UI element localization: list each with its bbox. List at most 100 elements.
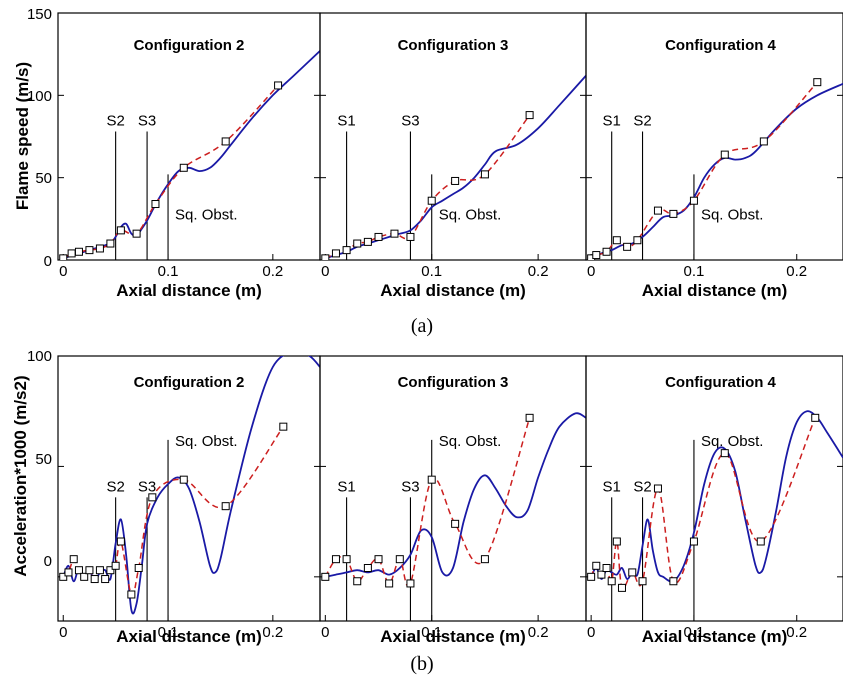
experiment-point: [628, 568, 637, 577]
x-tick-label: 0.1: [158, 624, 179, 641]
marker-label: Sq. Obst.: [439, 206, 502, 223]
experiment-point: [59, 572, 68, 581]
experiment-point: [427, 196, 436, 205]
marker-label: S2: [633, 113, 651, 130]
experiment-point: [279, 422, 288, 431]
experiment-point: [638, 577, 647, 586]
experiment-point: [480, 170, 489, 179]
experiment-point: [148, 493, 157, 502]
experiment-point: [127, 590, 136, 599]
panel-title: Configuration 2: [134, 374, 245, 391]
experiment-point: [390, 229, 399, 238]
experiment-point: [353, 239, 362, 248]
marker-label: S1: [603, 478, 621, 495]
curves: [59, 356, 320, 615]
experiment-point: [623, 242, 632, 251]
simulation-line: [590, 410, 843, 583]
experiment-point: [395, 555, 404, 564]
experiment-point: [451, 519, 460, 528]
experiment-point: [74, 247, 83, 256]
experiment-point: [331, 555, 340, 564]
y-tick-a-1: 50: [35, 170, 52, 187]
simulation-line: [325, 412, 586, 578]
x-tick-label: 0.2: [786, 263, 807, 280]
y-axis-label-a: Flame speed (m/s): [13, 62, 32, 210]
panel-frame: [585, 355, 843, 622]
x-tick-label: 0: [321, 624, 329, 641]
y-tick-b-2: 100: [27, 348, 52, 365]
x-tick-label: 0.2: [528, 624, 549, 641]
marker-label: Sq. Obst.: [175, 433, 238, 450]
experiment-point: [106, 566, 115, 575]
experiment-point: [179, 475, 188, 484]
experiment-point: [597, 570, 606, 579]
panel-title: Configuration 4: [665, 37, 776, 54]
x-tick-label: 0: [587, 624, 595, 641]
simulation-line: [325, 74, 586, 260]
experiment-point: [106, 239, 115, 248]
x-tick-label: 0: [587, 263, 595, 280]
x-tick-label: 0: [59, 263, 67, 280]
curves: [59, 50, 320, 260]
experiment-point: [451, 176, 460, 185]
experiment-point: [67, 249, 76, 258]
curves: [321, 412, 586, 588]
experiment-point: [406, 232, 415, 241]
experiment-point: [427, 475, 436, 484]
experiment-point: [689, 196, 698, 205]
y-tick-b-1: 50: [35, 451, 52, 468]
marker-label: S1: [337, 478, 355, 495]
experiment-point: [132, 229, 141, 238]
experiment-point: [74, 566, 83, 575]
experiment-point: [134, 564, 143, 572]
x-tick-label: 0.2: [262, 263, 283, 280]
experiment-point: [116, 226, 125, 235]
experiment-point: [653, 484, 662, 493]
experiment-point: [612, 537, 621, 546]
experiment-point: [689, 537, 698, 546]
experiment-point: [221, 137, 230, 146]
y-tick-a-2: 100: [27, 88, 52, 105]
experiment-point: [363, 237, 372, 246]
experiment-point: [720, 449, 729, 458]
curves: [587, 78, 843, 260]
simulation-line: [62, 50, 320, 260]
experiment-point: [374, 555, 383, 564]
x-tick-label: 0: [59, 624, 67, 641]
experiment-point: [385, 579, 394, 588]
experiment-point: [95, 244, 104, 253]
experiment-point: [342, 555, 351, 564]
x-tick-label: 0.2: [786, 624, 807, 641]
experiment-point: [633, 236, 642, 245]
marker-label: S1: [337, 113, 355, 130]
experiment-point: [592, 251, 601, 260]
experiment-point: [669, 577, 678, 586]
marker-label: S1: [603, 113, 621, 130]
experiment-point: [756, 537, 765, 546]
experiment-point: [602, 564, 611, 572]
x-axis-label: Axial distance (m): [642, 281, 788, 300]
experiment-point: [321, 572, 330, 581]
marker-label: S2: [633, 478, 651, 495]
y-tick-b-0: 0: [44, 553, 52, 570]
experiment-point: [331, 249, 340, 258]
x-tick-label: 0.1: [158, 263, 179, 280]
experiment-point: [525, 111, 534, 120]
experiment-point: [617, 583, 626, 592]
simulation-line: [590, 82, 843, 260]
experiment-point: [759, 137, 768, 146]
experiment-point: [587, 572, 596, 581]
experiment-point: [101, 575, 110, 584]
panel-frame: [585, 12, 843, 261]
marker-label: S3: [401, 478, 419, 495]
experiment-point: [363, 564, 372, 572]
x-axis-label: Axial distance (m): [116, 627, 262, 646]
x-axis-label: Axial distance (m): [642, 627, 788, 646]
experiment-point: [69, 555, 78, 564]
experiment-point: [612, 236, 621, 245]
